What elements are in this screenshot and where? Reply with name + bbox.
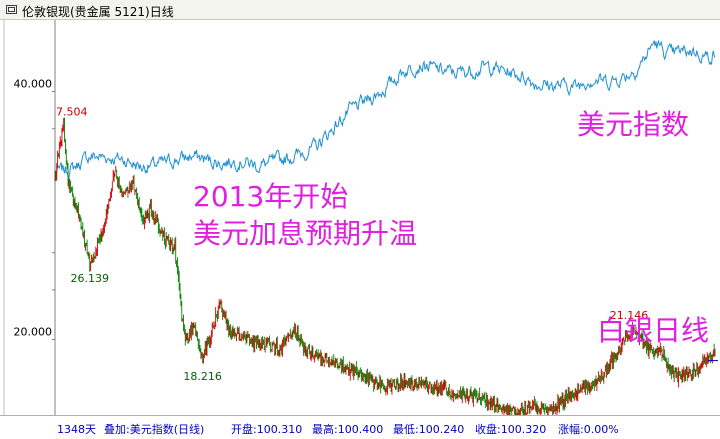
extreme-value-label: 21.146 xyxy=(610,309,649,322)
window-title: 伦敦银现(贵金属 5121)日线 xyxy=(22,5,174,19)
usd-index-line xyxy=(54,39,716,180)
status-open: 开盘:100.310 xyxy=(231,423,303,436)
status-change: 涨幅:0.00% xyxy=(558,423,619,436)
status-overlay: 叠加:美元指数(日线) xyxy=(104,423,205,436)
y-tick-label: 20.000 xyxy=(14,326,53,339)
status-low: 最低:100.240 xyxy=(393,423,465,436)
status-bar: 1348天 叠加:美元指数(日线) 开盘:100.310 最高:100.400 … xyxy=(0,415,720,439)
extreme-value-label: 18.216 xyxy=(183,370,222,383)
extreme-value-label: 7.504 xyxy=(56,106,88,119)
window-icon[interactable] xyxy=(6,5,17,14)
status-close: 收盘:100.320 xyxy=(475,423,547,436)
silver-daily-annotation: 白银日线 xyxy=(597,314,710,347)
status-high: 最高:100.400 xyxy=(312,423,384,436)
window-titlebar: 伦敦银现(贵金属 5121)日线 xyxy=(0,0,720,20)
period-annotation-line2: 美元加息预期升温 xyxy=(193,217,418,250)
status-days: 1348天 xyxy=(57,423,96,436)
extreme-value-label: 26.139 xyxy=(70,272,109,285)
y-tick-label: 40.000 xyxy=(14,78,53,91)
period-annotation-line1: 2013年开始 xyxy=(193,180,349,213)
usd-index-annotation: 美元指数 xyxy=(577,108,690,141)
